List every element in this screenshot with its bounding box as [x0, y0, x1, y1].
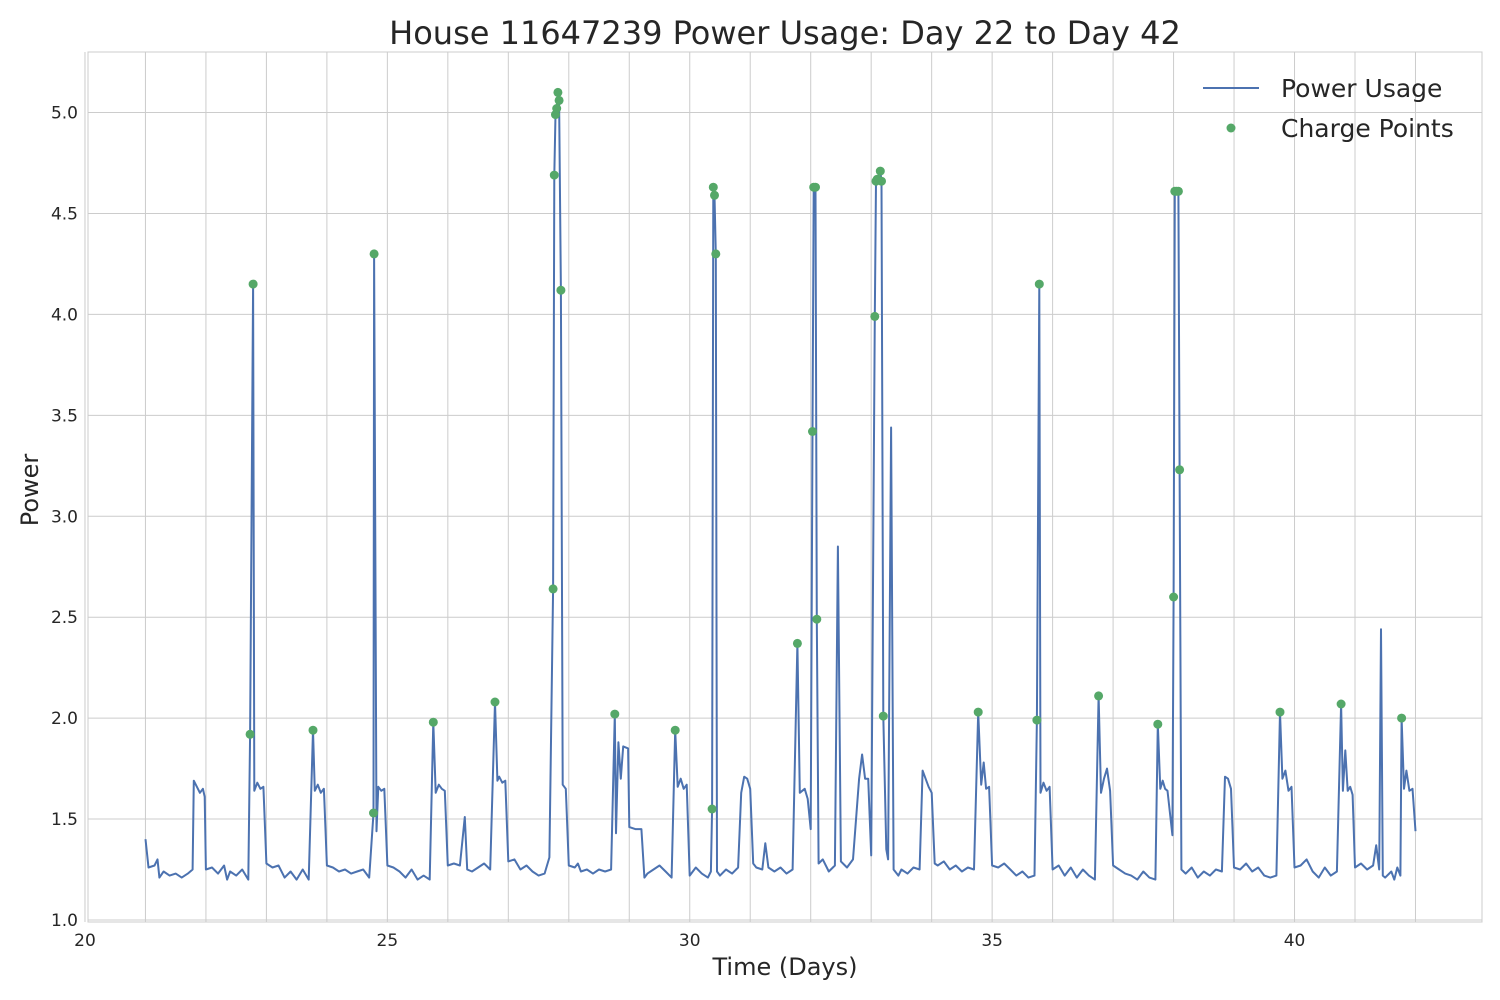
charge-point — [548, 584, 558, 594]
legend: Power Usage Charge Points — [1203, 74, 1454, 143]
charge-point — [1034, 279, 1044, 289]
charge-point — [1094, 691, 1104, 701]
y-tick-label: 4.0 — [51, 305, 78, 325]
y-tick-label: 2.5 — [51, 608, 78, 628]
y-tick-label: 1.0 — [51, 911, 78, 931]
charge-point — [490, 697, 500, 707]
y-tick-label: 5.0 — [51, 104, 78, 124]
y-tick-label: 3.0 — [51, 507, 78, 527]
charge-point — [808, 427, 817, 436]
charge-point — [1175, 465, 1185, 475]
y-tick-label: 2.0 — [51, 709, 78, 729]
charge-point — [549, 170, 559, 180]
x-axis-label: Time (Days) — [712, 953, 858, 981]
charge-point — [248, 279, 258, 289]
charge-point — [245, 729, 255, 739]
charge-point — [812, 614, 822, 624]
y-tick-label: 3.5 — [51, 406, 78, 426]
charge-point — [556, 285, 566, 295]
x-tick-label: 40 — [1284, 931, 1306, 951]
charge-point — [708, 182, 718, 192]
y-tick-label: 1.5 — [51, 810, 78, 830]
charge-point — [1173, 186, 1183, 196]
charge-point — [1336, 699, 1346, 709]
charge-point — [811, 182, 820, 192]
tick-labels-layer: 20 25 30 35 40 1.0 1.5 2.0 2.5 3.0 3.5 4.0 4.5 5.0 — [51, 104, 1305, 951]
charge-point — [428, 717, 438, 727]
charge-point — [553, 87, 563, 97]
charge-point — [369, 249, 379, 259]
charge-point — [792, 638, 802, 648]
charge-point — [1397, 713, 1407, 723]
charge-point — [552, 104, 562, 113]
charge-point — [1153, 719, 1163, 729]
x-tick-label: 20 — [74, 931, 96, 951]
power-usage-line — [144, 91, 1417, 881]
series-layer — [144, 91, 1417, 881]
charge-point — [973, 707, 983, 717]
charge-point — [1032, 715, 1042, 725]
y-tick-label: 4.5 — [51, 204, 78, 224]
charge-point — [878, 711, 888, 721]
charge-point — [670, 725, 680, 735]
charge-point — [1275, 707, 1285, 717]
grid-layer — [84, 52, 1482, 922]
charge-point — [711, 249, 721, 259]
charge-point — [610, 709, 620, 719]
x-tick-label: 30 — [679, 931, 701, 951]
legend-charge-points-swatch — [1226, 123, 1236, 133]
x-tick-label: 25 — [377, 931, 399, 951]
charge-points-layer — [245, 87, 1407, 818]
x-tick-label: 35 — [981, 931, 1003, 951]
charge-point — [707, 804, 717, 814]
plot-frame — [87, 51, 1483, 923]
charge-point — [870, 311, 880, 321]
charge-point — [369, 808, 378, 818]
y-axis-label: Power — [16, 454, 44, 527]
charge-point — [1169, 592, 1179, 602]
charge-point — [308, 725, 318, 735]
charge-point — [877, 176, 886, 186]
charge-point — [554, 95, 564, 105]
charge-point — [875, 166, 885, 176]
charge-point — [710, 190, 719, 200]
chart-title: House 11647239 Power Usage: Day 22 to Da… — [389, 14, 1181, 52]
legend-power-usage-label: Power Usage — [1281, 74, 1442, 103]
legend-charge-points-label: Charge Points — [1281, 114, 1454, 143]
